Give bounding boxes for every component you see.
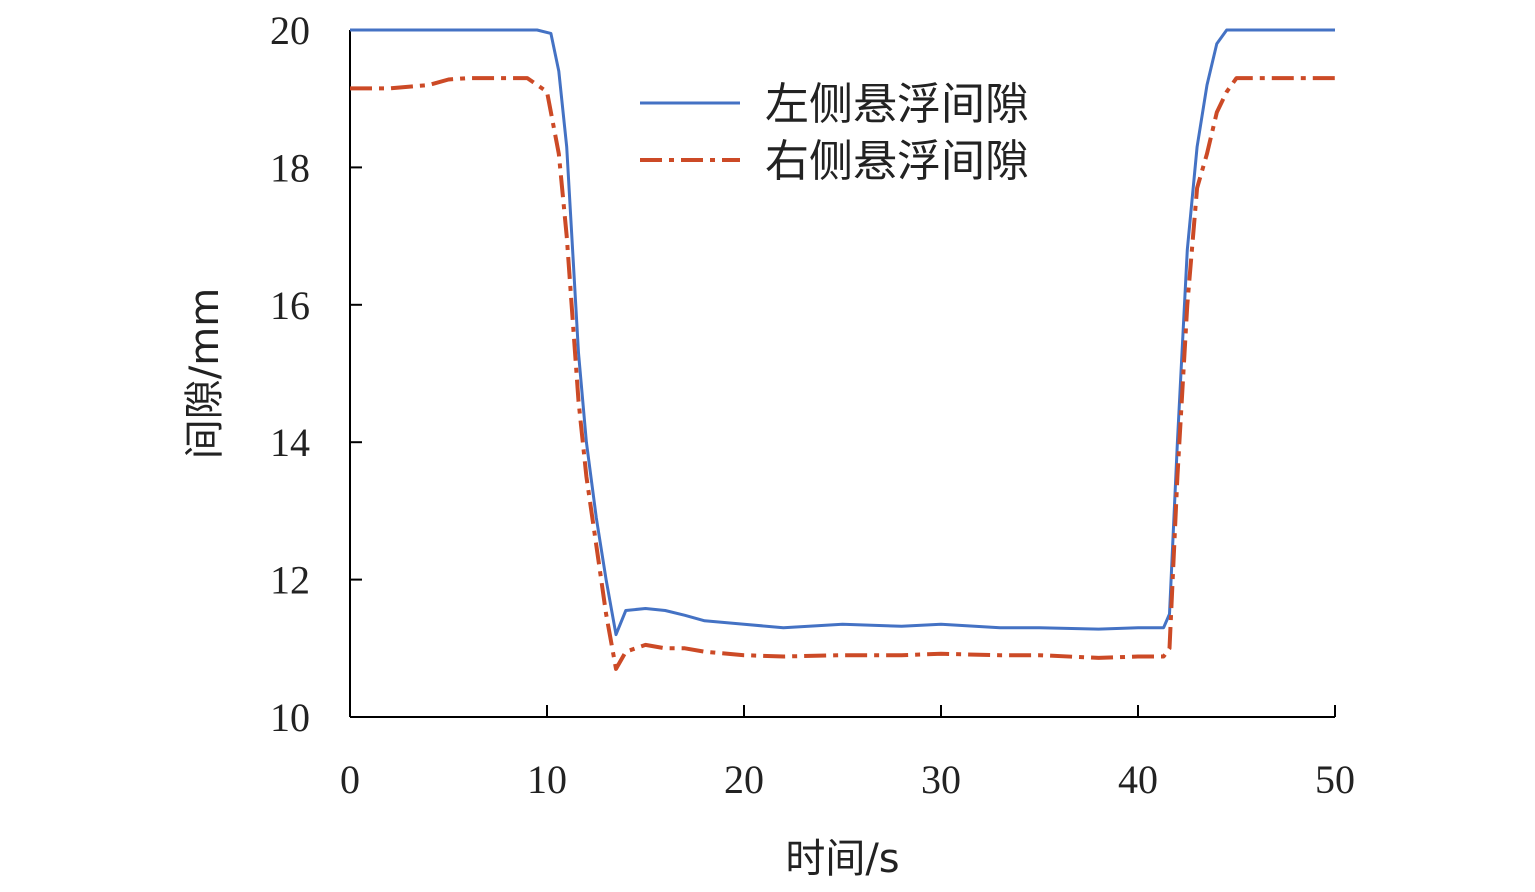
y-tick-label: 10	[270, 695, 310, 740]
legend-label-left-gap: 左侧悬浮间隙	[765, 79, 1029, 130]
legend: 左侧悬浮间隙 右侧悬浮间隙	[640, 79, 1029, 187]
y-tick-label: 16	[270, 283, 310, 328]
legend-label-right-gap: 右侧悬浮间隙	[765, 136, 1029, 187]
x-ticks: 0 10 20 30 40 50	[340, 705, 1355, 802]
x-tick-label: 20	[724, 757, 764, 802]
y-tick-label: 14	[270, 420, 310, 465]
y-tick-label: 20	[270, 8, 310, 53]
y-tick-label: 18	[270, 145, 310, 190]
x-axis-label: 时间/s	[785, 836, 899, 882]
y-ticks: 10 12 14 16 18 20	[270, 8, 362, 740]
y-axis-label: 间隙/mm	[182, 288, 228, 459]
x-tick-label: 30	[921, 757, 961, 802]
y-tick-label: 12	[270, 558, 310, 603]
axes	[349, 30, 1335, 718]
series-line-left-gap	[350, 28, 1335, 637]
series-line-right-gap	[350, 76, 1335, 671]
x-tick-label: 10	[527, 757, 567, 802]
x-tick-label: 40	[1118, 757, 1158, 802]
x-tick-label: 50	[1315, 757, 1355, 802]
series-group	[350, 28, 1335, 671]
x-tick-label: 0	[340, 757, 360, 802]
